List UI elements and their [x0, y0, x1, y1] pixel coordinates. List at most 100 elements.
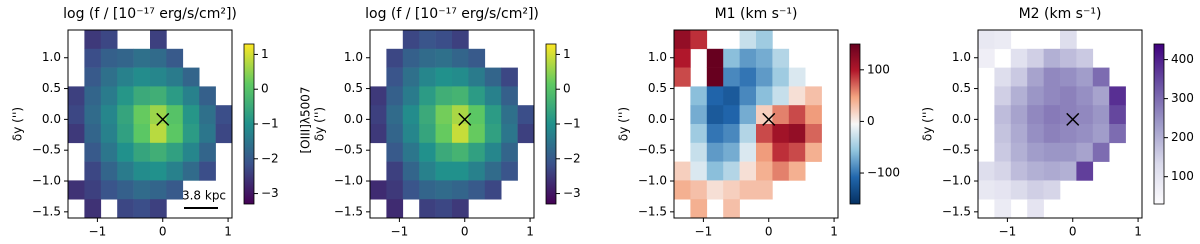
heatmap-cell: [133, 142, 151, 162]
heatmap-cell: [788, 86, 806, 106]
heatmap-cell: [1027, 180, 1044, 200]
heatmap-cell: [1027, 124, 1044, 144]
heatmap-cell: [370, 124, 387, 144]
heatmap-cell: [402, 48, 420, 68]
colorbar-tick-label: 100: [867, 62, 890, 76]
heatmap-cell: [199, 105, 216, 125]
heatmap-cell: [117, 199, 134, 219]
heatmap-cell: [84, 86, 102, 106]
y-tick-label: −1.5: [32, 204, 61, 218]
heatmap-cell: [739, 67, 757, 87]
colorbar-tick-label: 100: [1171, 169, 1194, 183]
y-tick-label: 0.0: [42, 112, 61, 126]
heatmap-cell: [805, 124, 822, 144]
heatmap-cell: [674, 161, 691, 181]
heatmap-cell: [435, 161, 453, 181]
heatmap-cell: [1010, 180, 1028, 200]
heatmap-cell: [100, 86, 118, 106]
heatmap-cell: [756, 142, 773, 162]
center-marker: [458, 112, 472, 126]
heatmap-cell: [1010, 161, 1028, 181]
heatmap-cell: [674, 48, 691, 68]
heatmap-cell: [1092, 67, 1110, 87]
panel-title: log (f / [10⁻¹⁷ erg/s/cm²]): [63, 6, 237, 22]
colorbar-tick-label: 0: [867, 114, 875, 128]
heatmap-cell: [1092, 105, 1110, 125]
heatmap-cell: [150, 124, 167, 144]
heatmap-cell: [1060, 161, 1077, 181]
y-tick-label: 0.5: [344, 81, 363, 95]
heatmap-cell: [100, 124, 118, 144]
side-label: [OIII]λ5007: [299, 86, 313, 153]
heatmap-cell: [739, 105, 757, 125]
heatmap-cell: [994, 105, 1012, 125]
heatmap-cell: [1010, 86, 1028, 106]
heatmap-cell: [468, 161, 486, 181]
heatmap-cell: [805, 105, 822, 125]
y-tick-label: −0.5: [334, 143, 363, 157]
heatmap-cell: [1109, 105, 1126, 125]
heatmap-cell: [1076, 161, 1094, 181]
heatmap-cell: [1043, 105, 1061, 125]
heatmap-cell: [386, 124, 404, 144]
heatmap-cell: [133, 180, 151, 200]
colorbar-tick-label: 0: [261, 82, 269, 96]
heatmap-cell: [468, 67, 486, 87]
x-tick-label: −1: [999, 225, 1017, 239]
heatmap-cell: [100, 105, 118, 125]
heatmap-cell: [150, 142, 167, 162]
heatmap-cell: [674, 30, 691, 50]
y-tick-label: −1.0: [32, 174, 61, 188]
heatmap-cell: [1076, 142, 1094, 162]
heatmap-cell: [452, 86, 469, 106]
heatmap-cell: [68, 180, 85, 200]
colorbar-tick-label: −3: [261, 186, 279, 200]
heatmap-cell: [468, 124, 486, 144]
heatmap-cell: [452, 67, 469, 87]
heatmap-cell: [517, 124, 535, 144]
heatmap-cell: [419, 142, 436, 162]
heatmap-cell: [133, 105, 151, 125]
heatmap-cell: [150, 86, 167, 106]
heatmap-cell: [1027, 86, 1044, 106]
heatmap-cell: [1076, 124, 1094, 144]
heatmap-cell: [386, 48, 404, 68]
heatmap-cell: [117, 142, 134, 162]
heatmap-cell: [756, 180, 773, 200]
heatmap-cell: [100, 48, 118, 68]
x-tick-label: 0: [461, 225, 469, 239]
heatmap-cell: [788, 105, 806, 125]
heatmap-cell: [739, 161, 757, 181]
heatmap-cell: [756, 161, 773, 181]
heatmap-cell: [484, 105, 502, 125]
heatmap-cell: [435, 180, 453, 200]
center-marker: [156, 112, 170, 126]
heatmap-cell: [674, 180, 691, 200]
y-tick-label: −0.5: [32, 143, 61, 157]
heatmap-cell: [452, 124, 469, 144]
heatmap-cell: [386, 142, 404, 162]
y-tick-label: −1.5: [334, 204, 363, 218]
y-tick-label: −1.5: [638, 204, 667, 218]
y-tick-label: 1.0: [952, 50, 971, 64]
heatmap-cell: [690, 199, 708, 219]
heatmap-cell: [706, 161, 724, 181]
y-axis-label: δy (''): [11, 107, 25, 141]
heatmap-cell: [166, 161, 184, 181]
heatmap-cell: [706, 124, 724, 144]
heatmap-cell: [435, 199, 453, 219]
heatmap-cell: [166, 86, 184, 106]
heatmap-cell: [1027, 161, 1044, 181]
heatmap-cell: [978, 30, 995, 50]
heatmap-cell: [805, 86, 822, 106]
heatmap-cell: [739, 86, 757, 106]
heatmap-cell: [994, 180, 1012, 200]
y-tick-label: 1.0: [648, 50, 667, 64]
heatmap-cell: [1010, 67, 1028, 87]
x-tick-label: 1: [1134, 225, 1142, 239]
colorbar: [849, 43, 861, 205]
heatmap-cell: [150, 67, 167, 87]
heatmap-cell: [723, 105, 740, 125]
panel-title: log (f / [10⁻¹⁷ erg/s/cm²]): [365, 6, 539, 22]
heatmap-cell: [484, 142, 502, 162]
